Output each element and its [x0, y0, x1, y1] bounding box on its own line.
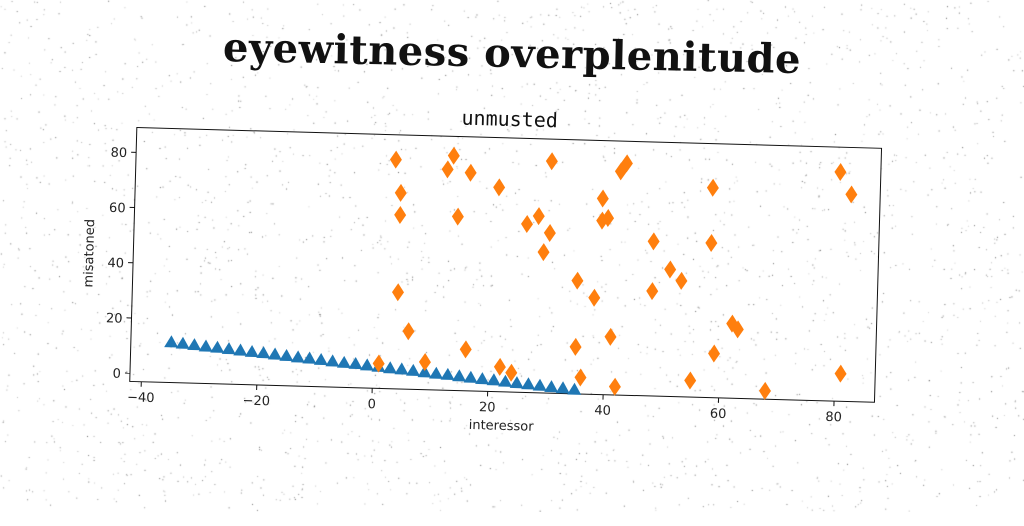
data-point-triangle	[441, 368, 455, 380]
series-triangles	[163, 335, 582, 395]
data-point-triangle	[268, 347, 282, 359]
data-point-triangle	[521, 377, 535, 389]
data-point-diamond	[493, 178, 505, 196]
data-point-diamond	[395, 184, 407, 202]
data-point-diamond	[609, 378, 621, 396]
data-point-diamond	[521, 215, 533, 233]
y-axis-label: misatoned	[81, 219, 98, 288]
data-point-diamond	[604, 328, 616, 346]
data-point-diamond	[448, 147, 460, 165]
y-tick-label: 0	[112, 367, 121, 382]
data-point-triangle	[452, 369, 466, 381]
data-point-diamond	[419, 353, 431, 371]
x-tick-label: 0	[367, 397, 376, 412]
data-point-diamond	[759, 382, 771, 400]
data-point-diamond	[544, 224, 556, 242]
data-point-triangle	[556, 381, 570, 393]
data-point-diamond	[459, 340, 471, 358]
x-tick-label: 60	[710, 407, 727, 422]
chart-title: unmusted	[461, 106, 558, 133]
data-point-diamond	[597, 189, 609, 207]
data-point-diamond	[647, 232, 659, 250]
x-tick-label: −20	[242, 394, 270, 410]
data-point-triangle	[406, 364, 420, 376]
axes-border	[130, 128, 882, 403]
x-tick-label: 40	[594, 403, 611, 418]
data-point-triangle	[210, 340, 224, 352]
data-point-diamond	[705, 234, 717, 252]
data-point-diamond	[571, 272, 583, 290]
data-point-diamond	[537, 243, 549, 261]
data-point-diamond	[394, 206, 406, 224]
data-point-triangle	[314, 353, 328, 365]
data-point-triangle	[487, 373, 501, 385]
data-point-triangle	[233, 343, 247, 355]
data-point-diamond	[392, 283, 404, 301]
y-tick-label: 60	[109, 201, 126, 216]
data-point-triangle	[325, 354, 339, 366]
data-point-diamond	[684, 371, 696, 389]
data-point-diamond	[588, 289, 600, 307]
data-point-triangle	[348, 357, 362, 369]
data-point-diamond	[845, 185, 857, 203]
x-tick-label: 20	[479, 400, 496, 415]
data-point-triangle	[533, 379, 547, 391]
x-axis-label: interessor	[469, 418, 535, 435]
data-point-triangle	[302, 351, 316, 363]
data-point-diamond	[390, 150, 402, 168]
data-point-diamond	[664, 260, 676, 278]
x-tick-label: −40	[127, 390, 155, 406]
x-tick-label: 80	[825, 410, 842, 425]
y-tick-label: 40	[107, 256, 124, 271]
data-point-triangle	[222, 342, 236, 354]
data-point-diamond	[834, 163, 846, 181]
data-point-diamond	[494, 358, 506, 376]
data-point-diamond	[708, 344, 720, 362]
data-point-diamond	[441, 160, 453, 178]
data-point-diamond	[402, 322, 414, 340]
data-point-triangle	[383, 361, 397, 373]
data-point-triangle	[245, 345, 259, 357]
y-axis-ticks: 0 20 40 60 80	[104, 146, 136, 382]
data-point-triangle	[429, 366, 443, 378]
data-point-triangle	[176, 336, 190, 348]
data-point-diamond	[646, 282, 658, 300]
data-point-triangle	[256, 346, 270, 358]
axes-frame	[130, 128, 882, 403]
data-point-triangle	[164, 335, 178, 347]
data-point-triangle	[337, 356, 351, 368]
y-tick-label: 80	[110, 146, 127, 161]
data-point-triangle	[360, 358, 374, 370]
data-point-triangle	[279, 349, 293, 361]
data-point-triangle	[291, 350, 305, 362]
data-point-diamond	[452, 207, 464, 225]
data-point-diamond	[464, 164, 476, 182]
data-point-triangle	[544, 380, 558, 392]
data-point-diamond	[707, 179, 719, 197]
data-point-triangle	[394, 362, 408, 374]
y-tick-label: 20	[106, 311, 123, 326]
data-point-diamond	[834, 364, 846, 382]
data-point-diamond	[546, 152, 558, 170]
data-point-diamond	[569, 338, 581, 356]
data-point-diamond	[574, 368, 586, 386]
data-point-triangle	[464, 371, 478, 383]
series-diamonds	[372, 145, 858, 403]
data-point-diamond	[675, 272, 687, 290]
data-point-triangle	[187, 338, 201, 350]
data-point-diamond	[533, 207, 545, 225]
data-point-triangle	[475, 372, 489, 384]
data-point-triangle	[199, 339, 213, 351]
